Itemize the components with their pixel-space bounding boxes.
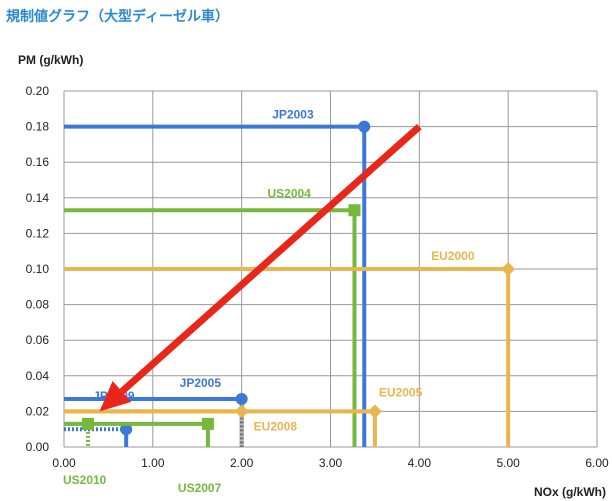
series-jp2003-marker	[358, 120, 371, 133]
series-eu2005-marker	[367, 404, 382, 419]
series-us2004-marker	[348, 204, 361, 217]
x-tick-label: 3.00	[319, 456, 343, 470]
series-label-eu2000: EU2000	[431, 249, 475, 263]
x-axis-title: NOx (g/kWh)	[534, 485, 606, 499]
axis-ticks: 0.00 0.02 0.04 0.06 0.08 0.10 0.12 0.14 0.16 0.18…	[26, 84, 609, 470]
arrow-head	[99, 380, 132, 412]
chart-title: 規制値グラフ（大型ディーゼル車）	[6, 8, 229, 24]
x-tick-label: 6.00	[585, 456, 609, 470]
y-tick-label: 0.08	[26, 298, 50, 312]
series-eu2008-marker	[234, 404, 249, 419]
x-tick-label: 5.00	[496, 456, 520, 470]
series-jp2005-marker	[235, 392, 248, 405]
y-tick-label: 0.14	[26, 191, 50, 205]
y-tick-label: 0.12	[26, 226, 50, 240]
series-label-eu2005: EU2005	[379, 385, 423, 399]
y-axis-title: PM (g/kWh)	[18, 53, 83, 67]
series-labels: JP2003JP2005JP2009US2004US2007US2010EU20…	[63, 108, 475, 495]
series-label-us2004: US2004	[267, 186, 311, 200]
series-label-us2010: US2010	[63, 473, 107, 487]
arrow-annotation	[99, 123, 422, 412]
y-tick-label: 0.00	[26, 440, 50, 454]
y-tick-label: 0.02	[26, 404, 50, 418]
y-tick-label: 0.04	[26, 369, 50, 383]
series-jp2009-marker	[120, 423, 133, 436]
series-eu2000-marker	[501, 262, 516, 276]
arrow-shaft	[119, 123, 422, 395]
y-tick-label: 0.16	[26, 155, 50, 169]
series-us2007-marker	[201, 417, 214, 430]
x-tick-label: 0.00	[52, 456, 76, 470]
y-tick-label: 0.20	[26, 84, 50, 98]
x-tick-label: 1.00	[141, 456, 165, 470]
series-label-us2007: US2007	[178, 481, 222, 495]
series-label-jp2003: JP2003	[272, 108, 314, 122]
y-tick-label: 0.06	[26, 333, 50, 347]
series-layer	[64, 120, 516, 447]
series-us2010-marker	[81, 417, 94, 430]
series-label-eu2008: EU2008	[254, 419, 298, 433]
x-tick-label: 2.00	[230, 456, 254, 470]
x-tick-label: 4.00	[408, 456, 432, 470]
y-tick-label: 0.10	[26, 262, 50, 276]
series-label-jp2005: JP2005	[180, 376, 222, 390]
y-tick-label: 0.18	[26, 120, 50, 134]
